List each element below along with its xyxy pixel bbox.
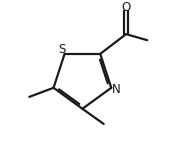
Text: S: S (58, 43, 65, 56)
Text: O: O (122, 1, 131, 14)
Text: N: N (112, 83, 120, 96)
